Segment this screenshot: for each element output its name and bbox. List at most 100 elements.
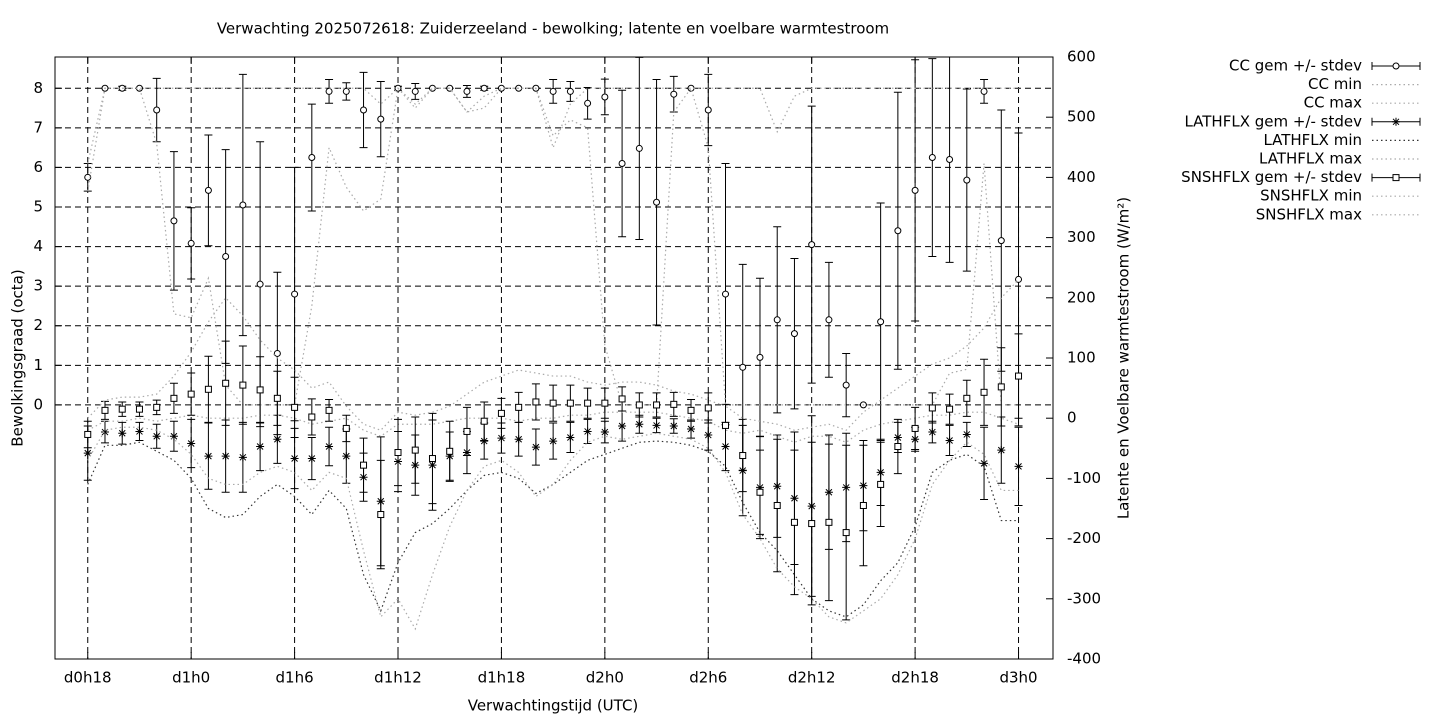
point bbox=[722, 290, 730, 298]
point bbox=[239, 201, 247, 209]
y2-tick-label: -300 bbox=[1067, 589, 1101, 607]
x-tick-label: d3h0 bbox=[999, 669, 1037, 687]
point bbox=[497, 409, 505, 417]
point bbox=[980, 459, 989, 468]
point bbox=[428, 455, 436, 463]
point bbox=[635, 401, 643, 409]
x-tick-label: d2h12 bbox=[788, 669, 836, 687]
point bbox=[652, 421, 661, 430]
point bbox=[600, 428, 609, 437]
point bbox=[84, 173, 92, 181]
point bbox=[480, 84, 488, 92]
y2-tick-label: -400 bbox=[1067, 650, 1101, 668]
point bbox=[894, 442, 902, 450]
point bbox=[239, 381, 247, 389]
y-axis-label: Bewolkingsgraad (octa) bbox=[9, 269, 27, 446]
point bbox=[256, 442, 265, 451]
point bbox=[566, 433, 575, 442]
range-line bbox=[87, 279, 1019, 431]
point bbox=[704, 431, 713, 440]
point bbox=[84, 430, 92, 438]
range-line bbox=[87, 426, 1019, 631]
point bbox=[583, 427, 592, 436]
point bbox=[342, 452, 351, 461]
y-tick-label: 2 bbox=[33, 316, 43, 334]
point bbox=[670, 400, 678, 408]
point bbox=[1015, 372, 1023, 380]
point bbox=[531, 443, 540, 452]
point bbox=[204, 452, 213, 461]
point bbox=[635, 144, 643, 152]
point bbox=[221, 452, 230, 461]
point bbox=[411, 446, 419, 454]
point bbox=[153, 403, 161, 411]
point bbox=[480, 417, 488, 425]
x-axis-label: Verwachtingstijd (UTC) bbox=[468, 697, 639, 715]
range-line bbox=[87, 440, 1019, 618]
y2-tick-label: 300 bbox=[1067, 228, 1096, 246]
y-tick-label: 6 bbox=[33, 158, 43, 176]
x-tick-label: d2h0 bbox=[586, 669, 624, 687]
point bbox=[842, 381, 850, 389]
point bbox=[118, 405, 126, 413]
point bbox=[273, 435, 282, 444]
point bbox=[360, 461, 368, 469]
point bbox=[308, 154, 316, 162]
point bbox=[256, 386, 264, 394]
point bbox=[808, 520, 816, 528]
y2-tick-label: 200 bbox=[1067, 288, 1096, 306]
y-tick-label: 7 bbox=[33, 118, 43, 136]
point bbox=[307, 454, 316, 463]
point bbox=[256, 280, 264, 288]
point bbox=[135, 405, 143, 413]
point bbox=[394, 449, 402, 457]
point bbox=[187, 439, 196, 448]
point bbox=[584, 99, 592, 107]
point bbox=[204, 385, 212, 393]
point bbox=[946, 405, 954, 413]
point bbox=[566, 87, 574, 95]
point bbox=[290, 454, 299, 463]
point bbox=[980, 388, 988, 396]
y2-tick-label: 500 bbox=[1067, 108, 1096, 126]
point bbox=[618, 159, 626, 167]
point bbox=[601, 399, 609, 407]
point bbox=[342, 424, 350, 432]
legend-label: CC max bbox=[1304, 94, 1363, 112]
point bbox=[945, 436, 954, 445]
x-tick-label: d2h6 bbox=[689, 669, 727, 687]
point bbox=[997, 446, 1006, 455]
y-tick-label: 3 bbox=[33, 277, 43, 295]
point bbox=[101, 406, 109, 414]
point bbox=[928, 404, 936, 412]
point bbox=[1014, 462, 1023, 471]
legend-label: SNSHFLX min bbox=[1260, 187, 1362, 205]
point bbox=[83, 449, 92, 458]
point bbox=[635, 420, 644, 429]
y-tick-label: 1 bbox=[33, 356, 43, 374]
point bbox=[773, 316, 781, 324]
point bbox=[946, 156, 954, 164]
point bbox=[377, 511, 385, 519]
y-tick-label: 8 bbox=[33, 79, 43, 97]
point bbox=[515, 403, 523, 411]
point bbox=[480, 437, 489, 446]
point bbox=[566, 399, 574, 407]
point bbox=[687, 84, 695, 92]
point bbox=[601, 93, 609, 101]
point bbox=[739, 452, 747, 460]
point bbox=[463, 427, 471, 435]
point bbox=[997, 237, 1005, 245]
point bbox=[825, 316, 833, 324]
point bbox=[187, 390, 195, 398]
legend-label: LATHFLX gem +/- stdev bbox=[1184, 112, 1362, 130]
legend-label: SNSHFLX max bbox=[1256, 205, 1362, 223]
point bbox=[618, 422, 627, 431]
point bbox=[963, 176, 971, 184]
point bbox=[549, 437, 558, 446]
point bbox=[169, 432, 178, 441]
legend-marker bbox=[1392, 174, 1400, 182]
point bbox=[360, 106, 368, 114]
point bbox=[911, 186, 919, 194]
